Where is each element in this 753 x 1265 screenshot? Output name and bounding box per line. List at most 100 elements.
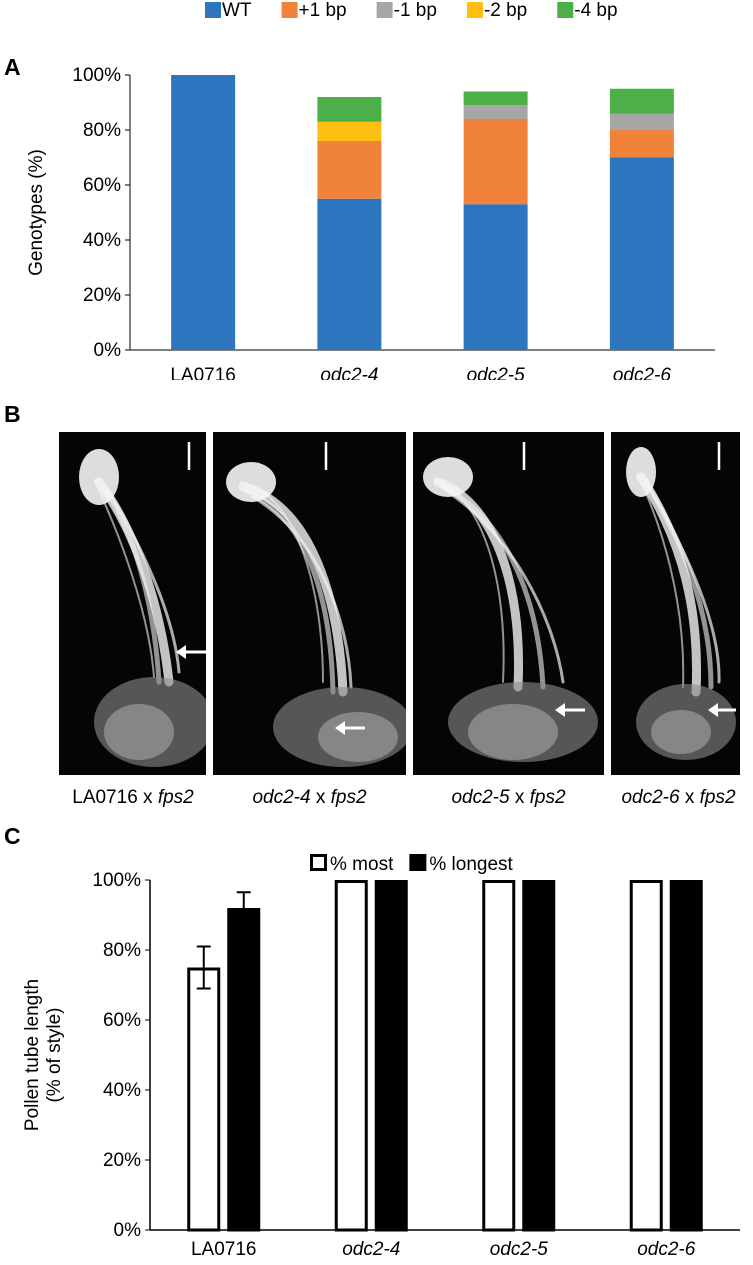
bar-segment bbox=[463, 91, 528, 106]
strain-name: odc2-6 bbox=[621, 787, 680, 808]
legend-label: -4 bp bbox=[574, 0, 617, 21]
pollen-tube-length-bar-chart: % most % longest 0% 20% 40% 60% 80% 100% Pollen … bbox=[22, 854, 740, 1260]
legend-entry: -2 bp bbox=[466, 0, 527, 21]
y-axis-title: Pollen tube length bbox=[22, 979, 43, 1131]
y-tick-label: 80% bbox=[103, 940, 141, 961]
y-tick-label: 60% bbox=[83, 175, 121, 196]
legend-label: +1 bp bbox=[299, 0, 347, 21]
partner-name: fps2 bbox=[157, 787, 194, 808]
micrograph-label-odc2-4: odc2-4 x fps2 bbox=[213, 787, 406, 809]
error-bar bbox=[196, 945, 211, 990]
bar-segment bbox=[463, 204, 528, 350]
bar bbox=[374, 880, 408, 1232]
y-tick-label: 80% bbox=[83, 120, 121, 141]
legend-swatch bbox=[466, 2, 483, 18]
bar-segment bbox=[609, 130, 674, 158]
y-tick-label: 40% bbox=[83, 230, 121, 251]
cross-symbol: x bbox=[509, 787, 530, 808]
x-tick-label: odc2-5 bbox=[490, 1239, 549, 1260]
arrow-icon bbox=[176, 645, 206, 659]
pollen-tube-image bbox=[226, 442, 406, 767]
pollen-tube-image bbox=[79, 442, 206, 767]
bar-segment bbox=[609, 113, 674, 130]
micrograph-label-odc2-6: odc2-6 x fps2 bbox=[607, 787, 750, 809]
legend-entry: % most bbox=[310, 854, 394, 875]
bar-segment bbox=[609, 88, 674, 114]
legend-entry: % longest bbox=[409, 854, 514, 875]
bar-segment bbox=[463, 105, 528, 119]
y-tick-label: 60% bbox=[103, 1010, 141, 1031]
y-axis-title: Genotypes (%) bbox=[26, 149, 47, 276]
bar bbox=[334, 880, 368, 1232]
legend-label: -1 bp bbox=[394, 0, 437, 21]
error-bar bbox=[236, 891, 251, 925]
x-tick-label: LA0716 bbox=[191, 1239, 257, 1260]
bar-segment bbox=[317, 141, 382, 199]
x-tick-label: odc2-4 bbox=[342, 1239, 400, 1260]
bar-segment bbox=[317, 121, 382, 141]
legend-swatch bbox=[205, 2, 221, 18]
strain-name: LA0716 bbox=[72, 787, 138, 808]
legend-entry: -4 bp bbox=[557, 0, 618, 21]
cross-symbol: x bbox=[679, 787, 700, 808]
x-tick-label: odc2-4 bbox=[320, 365, 378, 380]
y-tick-label: 40% bbox=[103, 1080, 141, 1101]
bar bbox=[227, 908, 261, 1232]
y-tick-label: 100% bbox=[72, 65, 121, 86]
legend-entry: -1 bp bbox=[376, 0, 437, 21]
y-tick-label: 0% bbox=[94, 340, 122, 361]
bar-segment bbox=[609, 157, 674, 350]
micrograph-odc2-5 bbox=[413, 432, 604, 775]
micrograph-label-la0716: LA0716 x fps2 bbox=[58, 787, 208, 809]
bar-segment bbox=[463, 119, 528, 205]
legend-label: -2 bp bbox=[484, 0, 527, 21]
pollen-tube-image bbox=[626, 442, 736, 760]
cross-symbol: x bbox=[137, 787, 158, 808]
legend-label: % most bbox=[330, 854, 394, 875]
arrow-icon bbox=[708, 703, 736, 717]
bar bbox=[522, 880, 556, 1232]
legend-entry: WT bbox=[205, 0, 252, 21]
arrow-icon bbox=[555, 703, 585, 717]
y-tick-label: 20% bbox=[83, 285, 121, 306]
partner-name: fps2 bbox=[699, 787, 736, 808]
strain-name: odc2-5 bbox=[451, 787, 510, 808]
bar-segment bbox=[171, 75, 236, 350]
x-tick-label: LA0716 bbox=[170, 365, 236, 380]
x-tick-label: odc2-6 bbox=[637, 1239, 696, 1260]
panel-label-b: B bbox=[4, 401, 21, 427]
bar bbox=[669, 880, 703, 1232]
micrograph-la0716 bbox=[59, 432, 206, 775]
genotype-stacked-bar-chart: WT +1 bp -1 bp -2 bp -4 bp 0% 20% 40% 60% 80% 100%… bbox=[26, 0, 715, 380]
bar bbox=[482, 880, 516, 1232]
y-tick-label: 100% bbox=[92, 870, 141, 891]
pollen-tube-image bbox=[423, 442, 598, 762]
legend-swatch bbox=[281, 2, 298, 18]
legend-label: WT bbox=[222, 0, 252, 21]
x-tick-label: odc2-5 bbox=[467, 365, 526, 380]
cross-symbol: x bbox=[310, 787, 331, 808]
legend-swatch bbox=[557, 2, 574, 18]
micrograph-odc2-6 bbox=[611, 432, 740, 775]
panel-label-c: C bbox=[4, 823, 21, 849]
panel-label-a: A bbox=[4, 54, 21, 80]
legend-entry: +1 bp bbox=[281, 0, 347, 21]
legend-label: % longest bbox=[429, 854, 513, 875]
x-tick-label: odc2-6 bbox=[613, 365, 672, 380]
bar bbox=[187, 967, 221, 1232]
partner-name: fps2 bbox=[529, 787, 566, 808]
y-tick-label: 0% bbox=[114, 1220, 142, 1241]
micrograph-label-odc2-5: odc2-5 x fps2 bbox=[413, 787, 604, 809]
bar-segment bbox=[317, 198, 382, 350]
legend-swatch bbox=[310, 854, 327, 871]
arrow-icon bbox=[335, 721, 365, 735]
legend-swatch bbox=[376, 2, 393, 18]
y-axis-title: (% of style) bbox=[44, 1007, 65, 1102]
legend-swatch bbox=[409, 854, 427, 871]
bar bbox=[629, 880, 663, 1232]
bar-segment bbox=[317, 97, 382, 122]
y-tick-label: 20% bbox=[103, 1150, 141, 1171]
partner-name: fps2 bbox=[330, 787, 367, 808]
micrograph-odc2-4 bbox=[213, 432, 406, 775]
strain-name: odc2-4 bbox=[252, 787, 311, 808]
